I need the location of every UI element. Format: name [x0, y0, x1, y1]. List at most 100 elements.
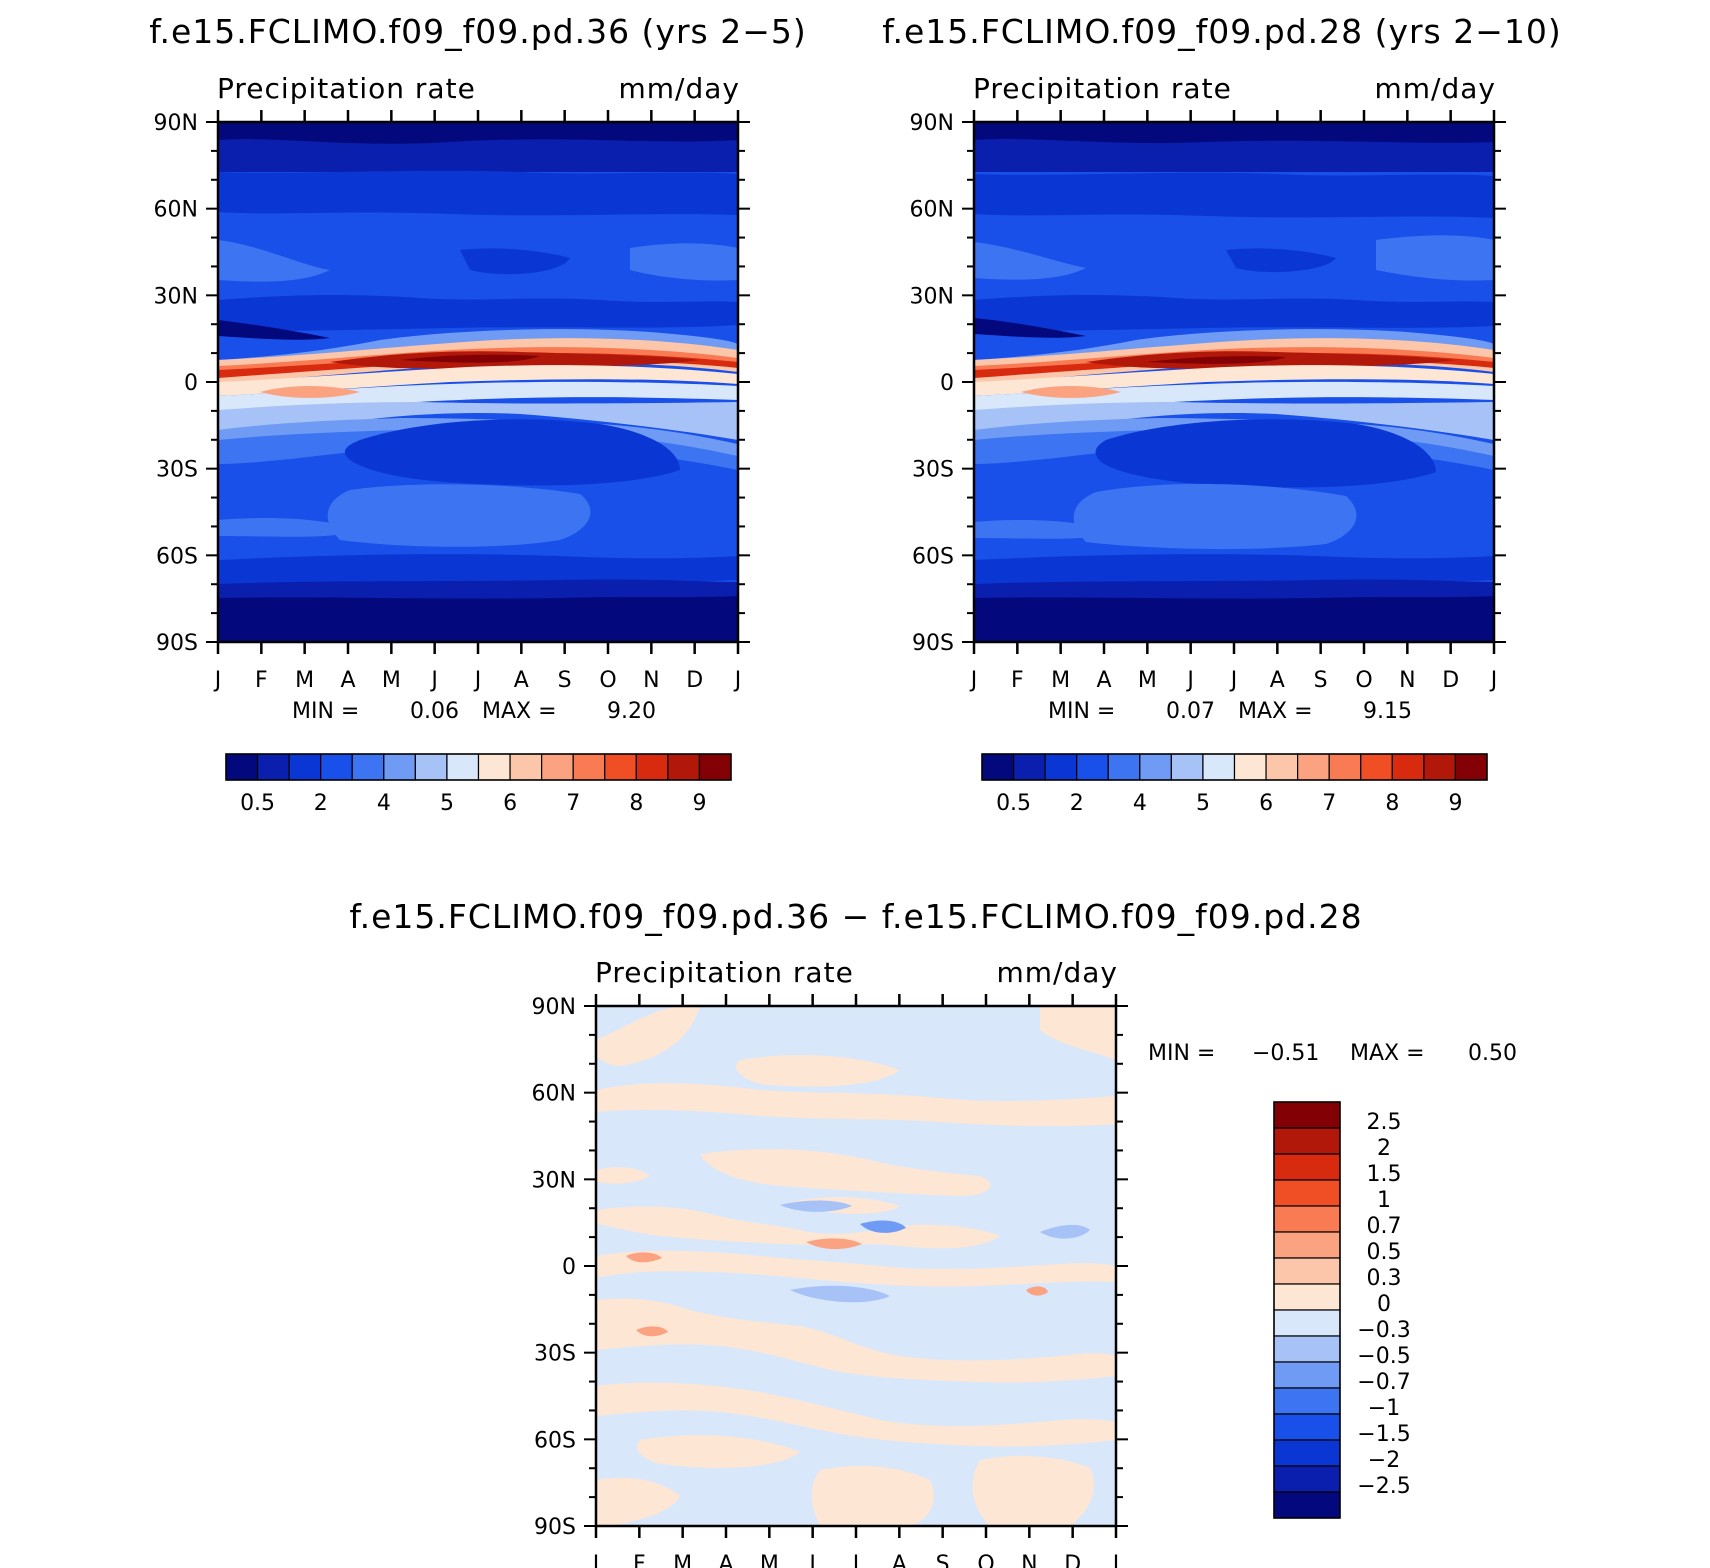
panel-3-ytick-label: 90N — [532, 995, 576, 1020]
panel-1-colorbar-swatch — [509, 753, 543, 781]
panel-1-colorbar-swatch — [225, 753, 259, 781]
panel-3-colorbar-label: 0 — [1377, 1292, 1391, 1317]
panel-1-colorbar-label: 2 — [314, 791, 328, 816]
panel-1-ytick-label: 0 — [184, 371, 198, 396]
panel-1-colorbar-label: 0.5 — [240, 791, 275, 816]
panel-3-colorbar-swatch — [1273, 1413, 1341, 1441]
panel-2-xtick-label: J — [1489, 668, 1498, 693]
panel-3-colorbar-swatch — [1273, 1101, 1341, 1129]
panel-3-colorbar-swatch — [1273, 1439, 1341, 1467]
panel-1-max-label: MAX = — [482, 699, 557, 724]
panel-2-colorbar-swatch — [1170, 753, 1204, 781]
panel-3-max-label: MAX = — [1350, 1041, 1425, 1066]
panel-2-field — [974, 122, 1494, 642]
panel-2-colorbar-swatch — [1233, 753, 1267, 781]
panel-2-ytick-label: 90N — [910, 111, 954, 136]
panel-3-xtick-label: M — [760, 1552, 779, 1568]
panel-1-colorbar-swatch — [477, 753, 511, 781]
panel-1-min-value: 0.06 — [410, 699, 459, 724]
panel-2-colorbar-swatch — [1139, 753, 1172, 781]
panel-3-xtick-label: J — [591, 1552, 600, 1568]
panel-3-colorbar-label: 2.5 — [1367, 1110, 1402, 1135]
panel-3-units: mm/day — [997, 956, 1119, 989]
panel-1-xtick-label: J — [213, 668, 222, 693]
panel-3-colorbar-swatch — [1273, 1491, 1341, 1519]
panel-3-ytick-label: 0 — [562, 1255, 576, 1280]
panel-1-colorbar-label: 6 — [503, 791, 517, 816]
panel-3-max-value: 0.50 — [1468, 1041, 1517, 1066]
panel-2-colorbar-swatch — [1328, 753, 1362, 781]
panel-3-colorbar-swatch — [1273, 1335, 1341, 1363]
panel-2-units: mm/day — [1375, 72, 1497, 105]
panel-1-colorbar: 0.5 2 4 5 6 7 8 9 — [225, 753, 732, 816]
panel-2-ytick-label: 0 — [940, 371, 954, 396]
panel-1-ytick-label: 90S — [156, 631, 198, 656]
panel-3-colorbar-swatch — [1273, 1465, 1341, 1493]
panel-1-colorbar-label: 5 — [440, 791, 454, 816]
panel-2-xtick-label: N — [1399, 668, 1415, 693]
panel-2-ytick-label: 30N — [910, 284, 954, 309]
panel-1-colorbar-swatch — [414, 753, 448, 781]
panel-1-ytick-label: 30S — [156, 458, 198, 483]
panel-1-field — [218, 122, 738, 642]
panel-3-left-label: Precipitation rate — [595, 956, 854, 989]
panel-2-colorbar-label: 8 — [1385, 791, 1399, 816]
panel-1-xtick-label: J — [429, 668, 438, 693]
panel-1-colorbar-swatch — [256, 753, 290, 781]
panel-2-colorbar-label: 2 — [1070, 791, 1084, 816]
panel-1-colorbar-label: 9 — [692, 791, 706, 816]
panel-3-colorbar-swatch — [1273, 1361, 1341, 1389]
panel-2-ytick-label: 60S — [912, 544, 954, 569]
panel-1-units: mm/day — [619, 72, 741, 105]
panel-3-colorbar-swatch — [1273, 1231, 1341, 1259]
panel-1-ytick-label: 60N — [154, 198, 198, 223]
panel-2-colorbar-label: 7 — [1322, 791, 1336, 816]
panel-1-xtick-label: S — [558, 668, 572, 693]
panel-2-xtick-label: F — [1011, 668, 1024, 693]
panel-2-colorbar-label: 9 — [1448, 791, 1462, 816]
panel-2-min-label: MIN = — [1048, 699, 1115, 724]
panel-2-colorbar-swatch — [1265, 753, 1299, 781]
panel-2-xtick-label: M — [1138, 668, 1157, 693]
panel-2-colorbar: 0.5 2 4 5 6 7 8 9 — [981, 753, 1488, 816]
panel-3-min-label: MIN = — [1148, 1041, 1215, 1066]
panel-3-xtick-label: F — [633, 1552, 646, 1568]
panel-3-colorbar-label: −1.5 — [1357, 1422, 1410, 1447]
panel-1-colorbar-swatch — [698, 753, 732, 781]
panel-1-colorbar-label: 8 — [629, 791, 643, 816]
panel-2-colorbar-swatch — [1202, 753, 1236, 781]
panel-1-xtick-label: A — [514, 668, 529, 693]
panel-3-colorbar-label: −0.3 — [1357, 1318, 1410, 1343]
panel-3-xtick-label: D — [1064, 1552, 1081, 1568]
panel-2-colorbar-swatch — [1076, 753, 1109, 781]
panel-3-min-value: −0.51 — [1252, 1041, 1319, 1066]
panel-1-ytick-label: 60S — [156, 544, 198, 569]
panel-1-ticks: J F M A M J J A S O N D J 90N 60N 30N 0 30S 60S 90S — [154, 110, 750, 693]
panel-2-colorbar-swatch — [1391, 753, 1425, 781]
panel-1-colorbar-label: 4 — [377, 791, 391, 816]
panel-3-colorbar-label: 0.7 — [1367, 1214, 1402, 1239]
panel-1-colorbar-swatch — [541, 753, 574, 781]
panel-3-title: f.e15.FCLIMO.f09_f09.pd.36 − f.e15.FCLIM… — [349, 897, 1362, 936]
panel-1-colorbar-swatch — [446, 753, 480, 781]
panel-2-xtick-label: D — [1442, 668, 1459, 693]
panel-2: f.e15.FCLIMO.f09_f09.pd.28 (yrs 2−10) Pr… — [882, 12, 1560, 816]
panel-1-colorbar-swatch — [604, 753, 637, 781]
panel-1-colorbar-swatch — [320, 753, 353, 781]
panel-2-ytick-label: 30S — [912, 458, 954, 483]
panel-2-xtick-label: S — [1314, 668, 1328, 693]
panel-3-xtick-label: A — [892, 1552, 907, 1568]
panel-3-colorbar-swatch — [1273, 1153, 1341, 1181]
panel-1-colorbar-swatch — [351, 753, 385, 781]
panel-2-xtick-label: J — [969, 668, 978, 693]
panel-3-xtick-label: J — [1111, 1552, 1120, 1568]
panel-3-ytick-label: 60N — [532, 1082, 576, 1107]
panel-2-max-value: 9.15 — [1363, 699, 1412, 724]
panel-1-title: f.e15.FCLIMO.f09_f09.pd.36 (yrs 2−5) — [149, 12, 806, 51]
panel-3-ytick-label: 30S — [534, 1342, 576, 1367]
panel-3-colorbar-label: 1.5 — [1367, 1162, 1402, 1187]
panel-3-colorbar-swatch — [1273, 1309, 1341, 1337]
panel-2-colorbar-label: 0.5 — [996, 791, 1031, 816]
panel-3: f.e15.FCLIMO.f09_f09.pd.36 − f.e15.FCLIM… — [349, 897, 1517, 1568]
